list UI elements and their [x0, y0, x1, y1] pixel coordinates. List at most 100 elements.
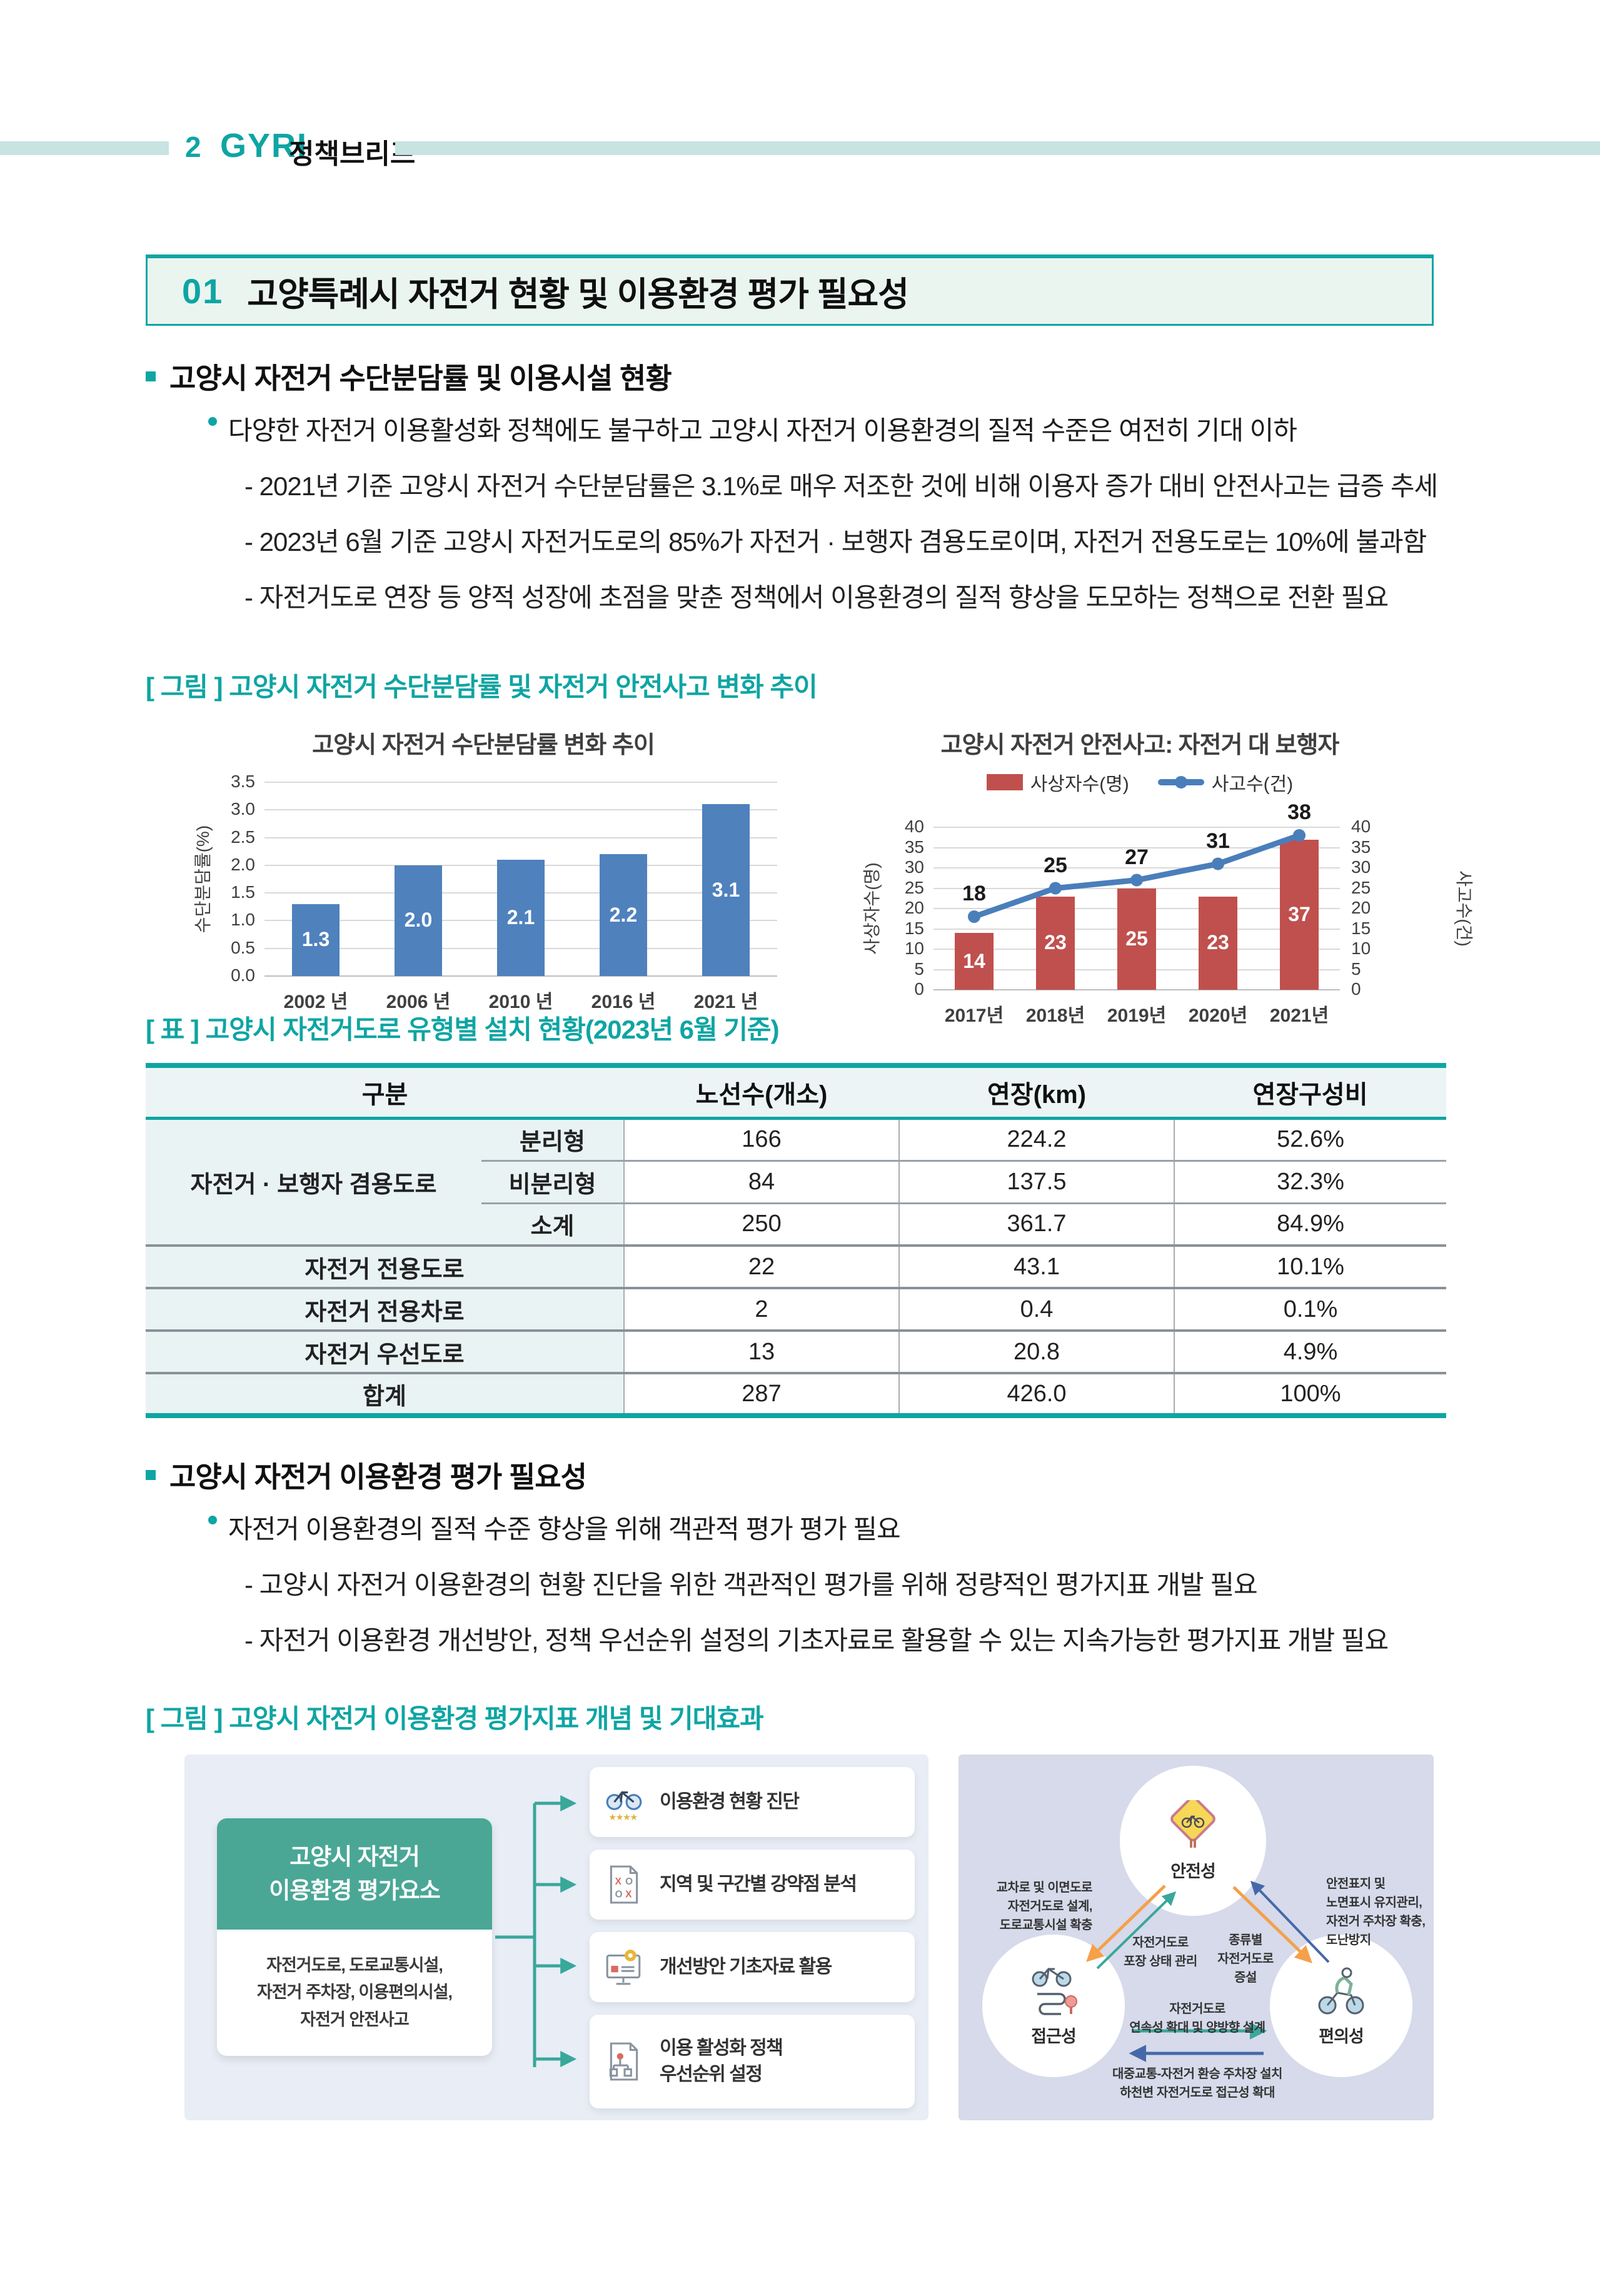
effect-card: X O O X 지역 및 구간별 강약점 분석	[590, 1850, 915, 1920]
y-tick-label: 0.5	[231, 937, 255, 957]
value-cell: 22	[623, 1244, 899, 1288]
y-tick-label-right: 25	[1351, 877, 1371, 897]
y-tick-label-right: 5	[1351, 959, 1361, 979]
value-cell: 20.8	[898, 1329, 1174, 1373]
y-tick-label: 3.0	[231, 799, 255, 819]
effect-card: 이용 활성화 정책 우선순위 설정	[590, 2015, 915, 2108]
heading-text: 고양시 자전거 수단분담률 및 이용시설 현황	[169, 362, 672, 395]
gridline	[264, 782, 777, 783]
gridline	[264, 809, 777, 811]
chart-plot-area: 0 0 5 5 10 10 15 15 20 20 25 25 30 30 35 35 40 40 14 2017년 2…	[862, 800, 1474, 1026]
y-tick-label-left: 0	[914, 979, 924, 999]
edge-label-convenience-safety: 안전표지 및 노면표시 유지관리, 자전거 주차장 확충, 도난방지	[1326, 1877, 1426, 1947]
table-row: 자전거 · 보행자 겸용도로 분리형 166 224.2 52.6%	[146, 1118, 1446, 1246]
node-label: 편의성	[1319, 2027, 1364, 2046]
table-row: 소계 250 361.7 84.9%	[146, 1202, 1446, 1246]
svg-text:O: O	[625, 1876, 633, 1887]
gyri-logo: GYRI	[220, 127, 308, 164]
line-marker	[1212, 857, 1224, 870]
col-header: 구분	[146, 1065, 624, 1120]
chart-title: 고양시 자전거 안전사고: 자전거 대 보행자	[940, 732, 1340, 758]
bike-rider-icon	[1318, 1967, 1364, 2014]
y-tick-label-left: 20	[904, 898, 924, 917]
row-label: 합계	[146, 1372, 624, 1416]
circle-bullet-icon	[208, 417, 217, 426]
value-cell: 287	[623, 1372, 899, 1416]
heading-evaluation-need: 고양시 자전거 이용환경 평가 필요성	[146, 1454, 1454, 1496]
value-cell: 10.1%	[1174, 1244, 1446, 1288]
bar-value-label: 2.2	[609, 903, 638, 926]
bar-value-label: 25	[1125, 927, 1148, 950]
y-tick-label: 2.5	[231, 827, 255, 847]
value-cell: 4.9%	[1174, 1329, 1446, 1373]
col-header: 연장(km)	[899, 1065, 1174, 1120]
brand-suffix: 정책브리프	[289, 139, 416, 169]
figure2-caption: [ 그림 ] 고양시 자전거 이용환경 평가지표 개념 및 기대효과	[146, 1704, 764, 1733]
square-bullet-icon	[146, 1470, 156, 1480]
y-tick-label-right: 40	[1351, 817, 1371, 836]
lead-text: 자전거 이용환경의 질적 수준 향상을 위해 객관적 평가 평가 필요	[228, 1514, 901, 1544]
bar	[292, 904, 340, 976]
y-tick-label-right: 30	[1351, 857, 1371, 877]
value-cell: 166	[623, 1118, 899, 1161]
value-cell: 426.0	[898, 1372, 1174, 1416]
y-tick-label-left: 40	[904, 817, 924, 836]
y-axis-title-left: 사상자수(명)	[862, 862, 882, 955]
triangle-arrows	[1086, 1880, 1330, 2062]
bar	[497, 860, 545, 976]
bar-value-label: 37	[1288, 902, 1311, 925]
evaluation-elements-panel: 고양시 자전거 이용환경 평가요소 자전거도로, 도로교통시설, 자전거 주차장…	[184, 1755, 928, 2120]
table-header-row: 구분 노선수(개소) 연장(km) 연장구성비	[146, 1065, 1446, 1120]
line-value-label: 27	[1125, 845, 1149, 869]
content-column: 01 고양특례시 자전거 현황 및 이용환경 평가 필요성 고양시 자전거 수단…	[146, 254, 1474, 2120]
figure2-panels: 고양시 자전거 이용환경 평가요소 자전거도로, 도로교통시설, 자전거 주차장…	[184, 1755, 1454, 2120]
gridline	[264, 837, 777, 838]
section-number: 01	[182, 271, 224, 311]
bar	[1117, 888, 1156, 990]
gridline	[933, 847, 1340, 848]
effect-label: 이용 활성화 정책 우선순위 설정	[660, 2038, 783, 2085]
value-cell: 0.1%	[1174, 1287, 1446, 1331]
edge-label-access-safety: 자전거도로 포장 상태 관리	[1124, 1936, 1197, 1968]
x-tick-label: 2006 년	[386, 992, 451, 1012]
y-tick-label-right: 20	[1351, 898, 1371, 917]
lead-bullet: 다양한 자전거 이용활성화 정책에도 불구하고 고양시 자전거 이용환경의 질적…	[208, 410, 1454, 448]
line-marker	[1130, 874, 1143, 887]
policy-flow-icon	[609, 2042, 638, 2081]
x-tick-label: 2017년	[944, 1005, 1004, 1026]
monitor-gear-icon	[606, 1950, 641, 1985]
value-cell: 52.6%	[1174, 1118, 1446, 1161]
gridline	[933, 867, 1340, 869]
chart-title: 고양시 자전거 수단분담률 변화 추이	[312, 732, 655, 758]
bar	[395, 865, 442, 976]
value-cell: 361.7	[898, 1202, 1174, 1246]
bar-value-label: 2.1	[506, 906, 535, 929]
chart-legend: 사상자수(명) 사고수(건)	[840, 768, 1440, 796]
legend-line-marker	[1174, 776, 1187, 788]
row-label: 자전거 전용도로	[146, 1244, 624, 1288]
line-marker	[1049, 882, 1062, 895]
value-cell: 0.4	[898, 1287, 1174, 1331]
sub-item: - 2023년 6월 기준 고양시 자전거도로의 85%가 자전거 · 보행자 …	[244, 527, 1427, 556]
row-label: 자전거 전용차로	[146, 1287, 624, 1331]
sub-item: - 자전거 이용환경 개선방안, 정책 우선순위 설정의 기초자료로 활용할 수…	[244, 1626, 1389, 1655]
evaluation-triangle-panel: 안전성 접근성	[958, 1755, 1434, 2120]
value-cell: 250	[623, 1202, 899, 1246]
effect-label: 지역 및 구간별 강약점 분석	[660, 1874, 857, 1895]
bar	[1036, 896, 1075, 990]
table-row: 합계 287 426.0 100%	[146, 1372, 1446, 1416]
y-tick-label: 3.5	[231, 772, 255, 791]
bar-value-label: 23	[1207, 931, 1229, 954]
x-tick-label: 2021 년	[693, 992, 758, 1012]
legend-bar-swatch	[986, 774, 1023, 790]
value-cell: 32.3%	[1174, 1159, 1446, 1203]
header-rule-left	[0, 141, 169, 155]
lead-text: 다양한 자전거 이용활성화 정책에도 불구하고 고양시 자전거 이용환경의 질적…	[228, 416, 1297, 445]
x-tick-label: 2002 년	[283, 992, 348, 1012]
expected-effects-list: ★★★★ 이용환경 현황 진단 X O O X 지역 및	[590, 1767, 915, 2108]
value-cell: 84.9%	[1174, 1202, 1446, 1246]
y-tick-label-left: 25	[904, 877, 924, 897]
x-tick-label: 2016 년	[591, 992, 656, 1012]
header-rule-right	[395, 141, 1600, 155]
node-label: 접근성	[1031, 2027, 1077, 2046]
